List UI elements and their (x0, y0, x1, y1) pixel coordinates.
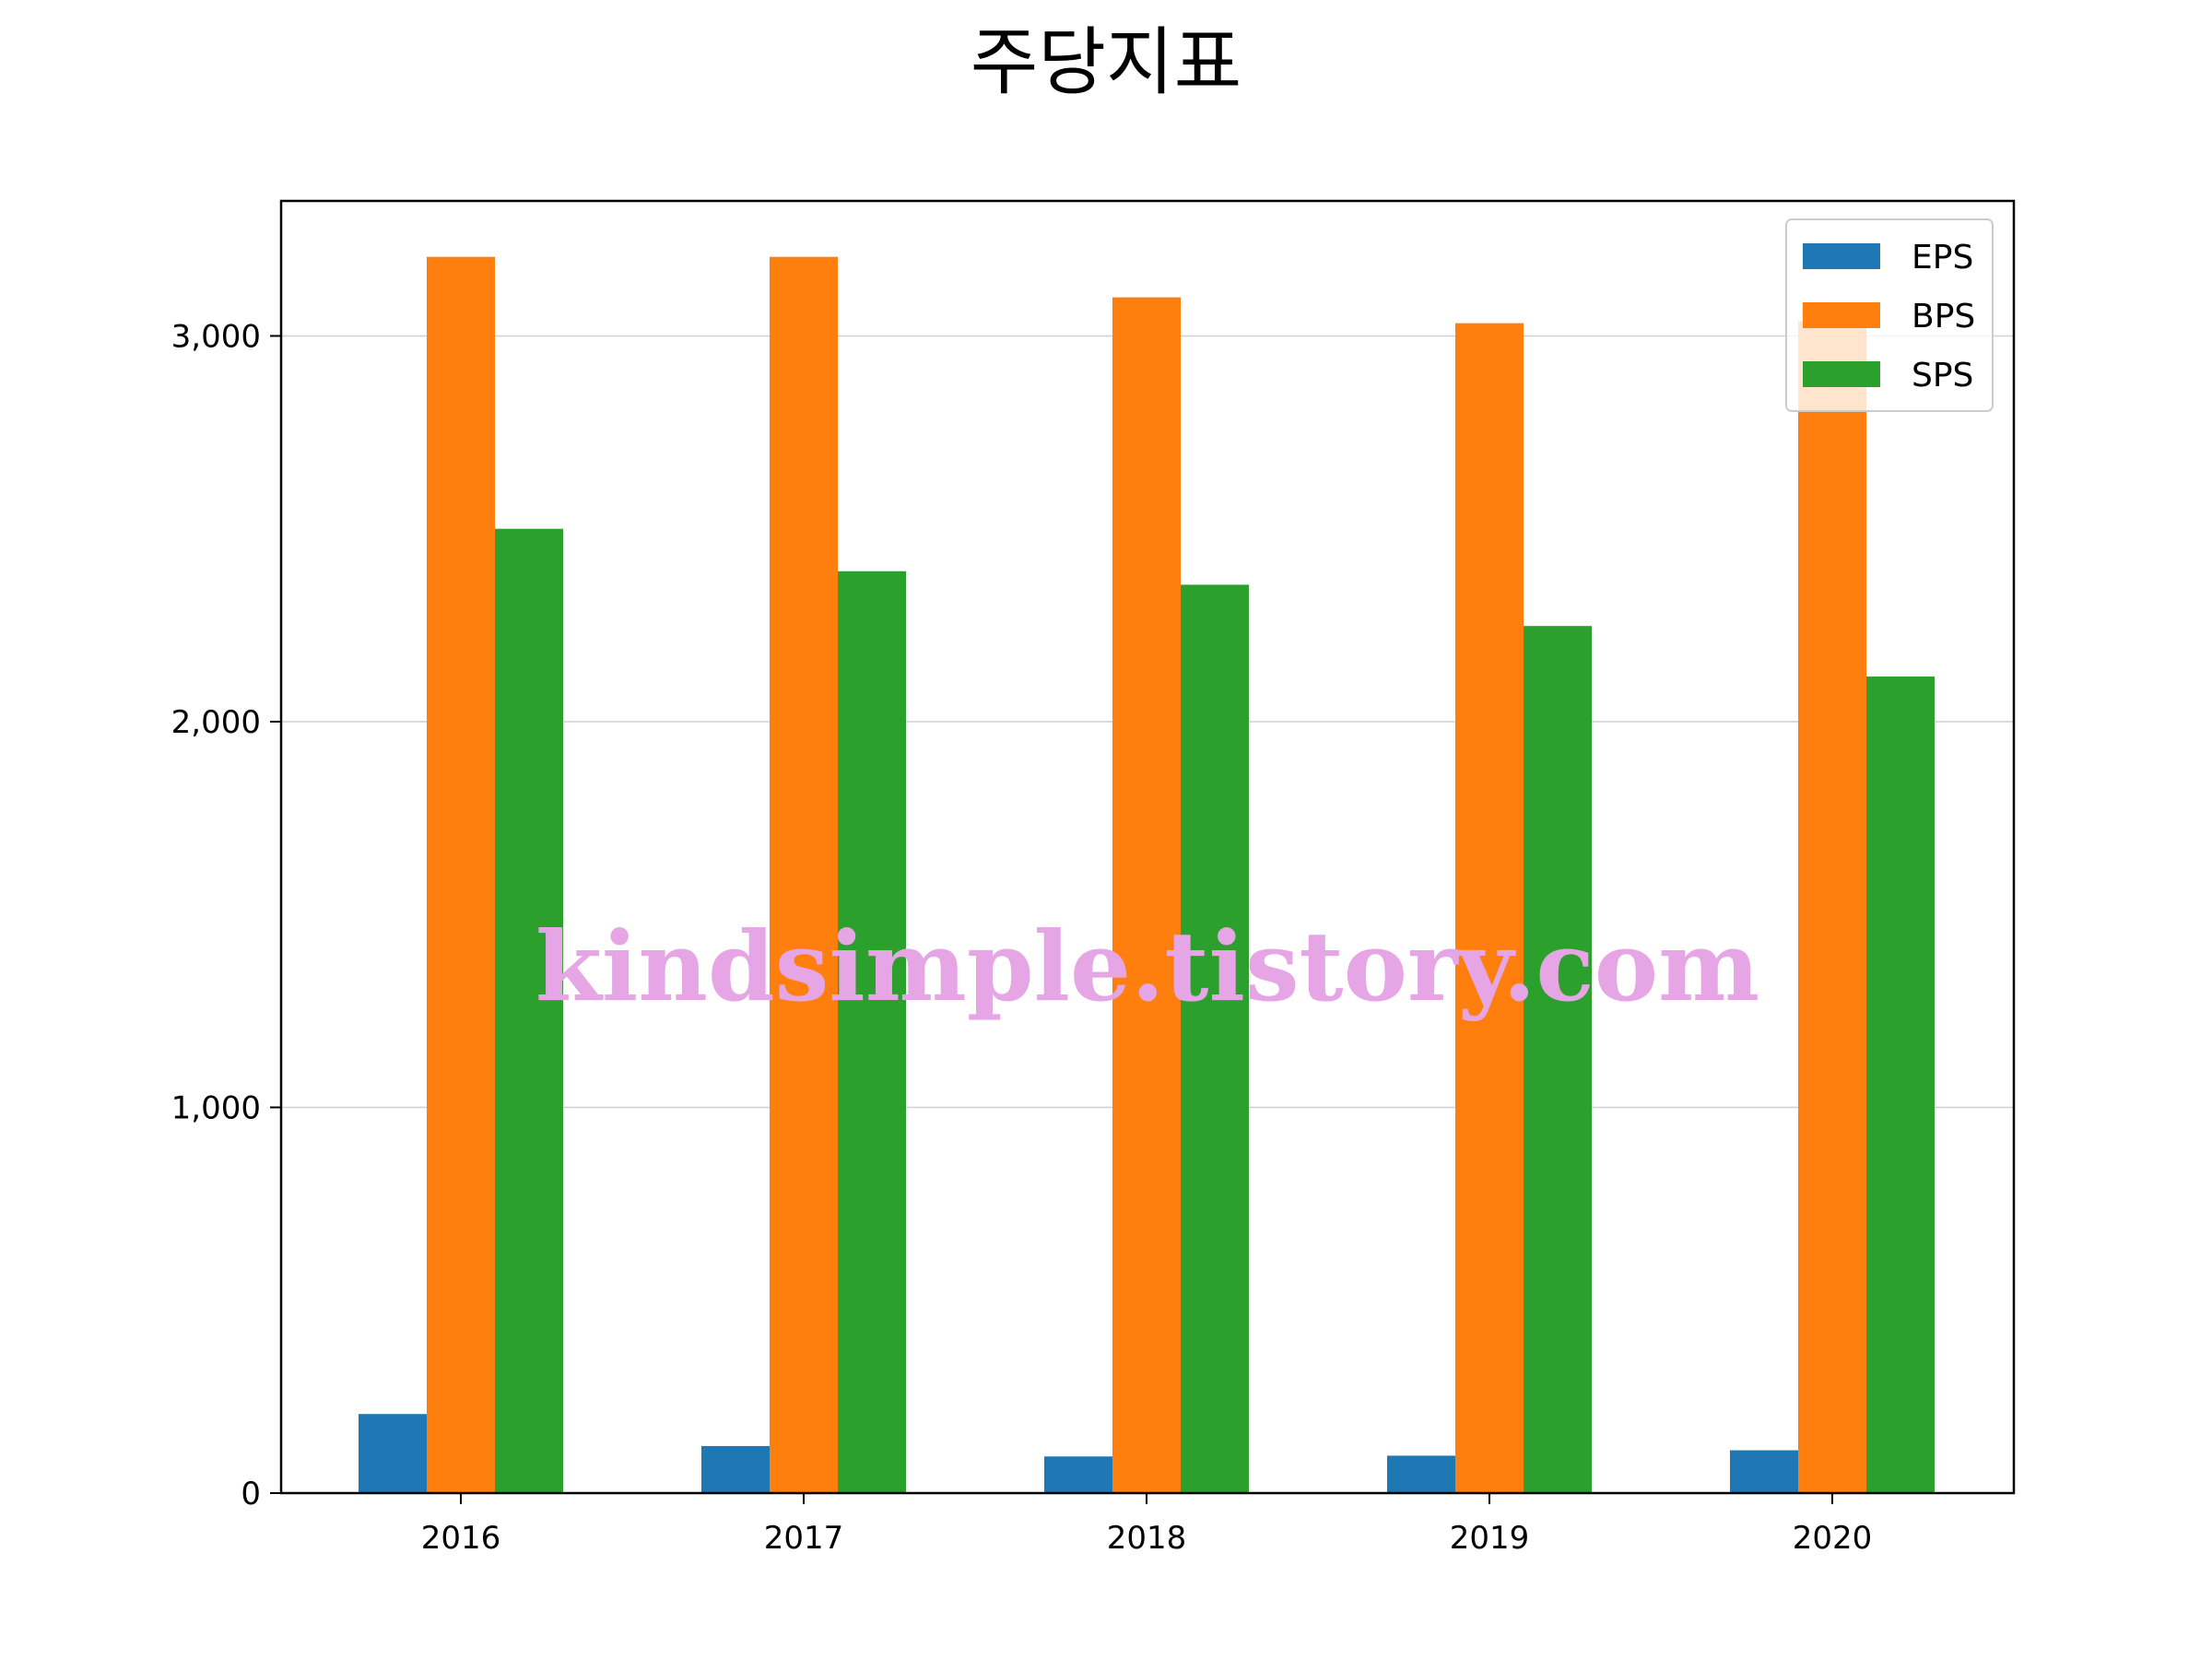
bar-eps-2017 (701, 1445, 770, 1493)
legend: EPS BPS SPS (1785, 218, 1994, 412)
bars (359, 256, 1935, 1494)
x-tick-label: 2018 (1107, 1520, 1187, 1557)
bar-bps-2017 (770, 256, 838, 1493)
y-tick-label: 1,000 (171, 1089, 261, 1126)
chart-title: 주당지표 (971, 19, 1241, 105)
bar-bps-2016 (427, 256, 495, 1493)
bar-eps-2019 (1387, 1455, 1455, 1493)
legend-label-bps: BPS (1912, 298, 1975, 335)
legend-label-sps: SPS (1912, 357, 1973, 394)
bar-sps-2017 (838, 571, 906, 1493)
y-tick-label: 2,000 (171, 704, 261, 741)
bar-sps-2020 (1866, 677, 1935, 1493)
legend-swatch-bps (1803, 302, 1880, 328)
bar-sps-2019 (1524, 626, 1592, 1493)
x-tick-label: 2020 (1793, 1520, 1873, 1557)
bar-bps-2019 (1455, 323, 1524, 1493)
y-tick-label: 3,000 (171, 318, 261, 355)
legend-swatch-eps (1803, 243, 1880, 269)
legend-label-eps: EPS (1912, 239, 1973, 276)
x-tick-label: 2019 (1450, 1520, 1530, 1557)
x-tick-label: 2017 (764, 1520, 844, 1557)
bar-sps-2016 (495, 528, 563, 1493)
x-tick-label: 2016 (421, 1520, 501, 1557)
bar-eps-2018 (1044, 1456, 1112, 1493)
y-axis: 0 1,000 2,000 3,000 (171, 318, 281, 1512)
watermark: kindsimple.tistory.com (535, 910, 1759, 1023)
legend-swatch-sps (1803, 361, 1880, 387)
bar-eps-2016 (359, 1414, 427, 1493)
y-tick-label: 0 (241, 1476, 261, 1512)
bar-bps-2018 (1112, 297, 1181, 1494)
bar-bps-2020 (1798, 321, 1866, 1493)
bar-eps-2020 (1730, 1450, 1798, 1493)
bar-sps-2018 (1181, 584, 1249, 1493)
x-axis: 2016 2017 2018 2019 2020 (421, 1493, 1873, 1557)
